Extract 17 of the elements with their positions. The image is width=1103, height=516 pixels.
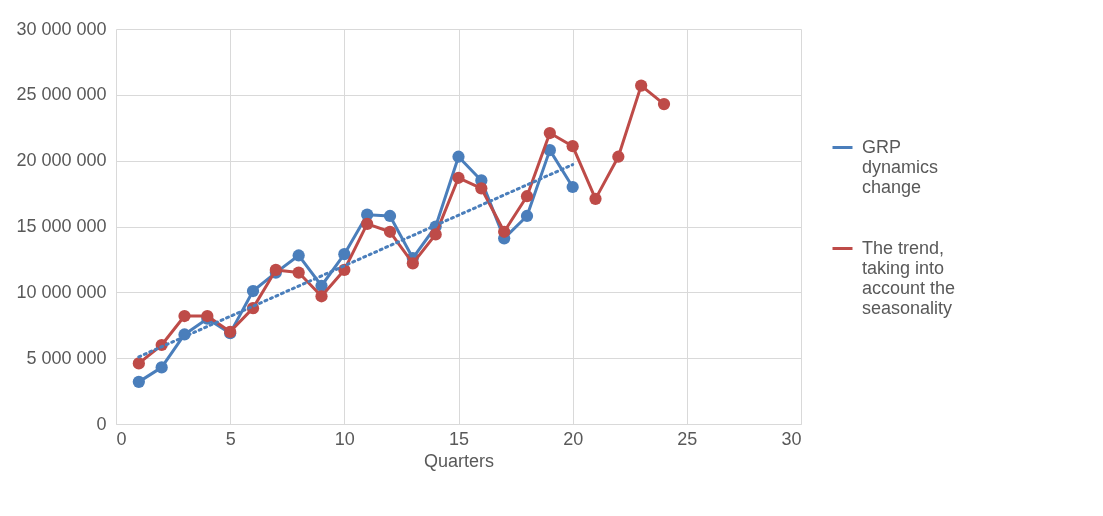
x-tick-label: 20 xyxy=(563,428,584,449)
x-tick-label: 15 xyxy=(448,428,470,449)
y-tick-label: 10 000 000 xyxy=(16,281,107,302)
y-tick-label: 30 000 000 xyxy=(16,18,107,39)
x-tick-label: 0 xyxy=(116,428,127,449)
x-axis-title: Quarters xyxy=(423,450,495,471)
x-tick-label: 25 xyxy=(677,428,698,449)
x-tick-label: 5 xyxy=(225,428,236,449)
legend-label: GRP dynamics change xyxy=(862,136,939,197)
x-tick-label: 30 xyxy=(781,428,802,449)
y-tick-label: 25 000 000 xyxy=(16,84,107,105)
y-tick-label: 20 000 000 xyxy=(16,150,107,171)
legend-label: The trend, taking into account the seasonality xyxy=(862,237,956,318)
y-tick-label: 5 000 000 xyxy=(26,347,107,368)
x-tick-label: 10 xyxy=(334,428,355,449)
y-tick-label: 0 xyxy=(96,413,107,434)
y-tick-label: 15 000 000 xyxy=(16,216,107,236)
